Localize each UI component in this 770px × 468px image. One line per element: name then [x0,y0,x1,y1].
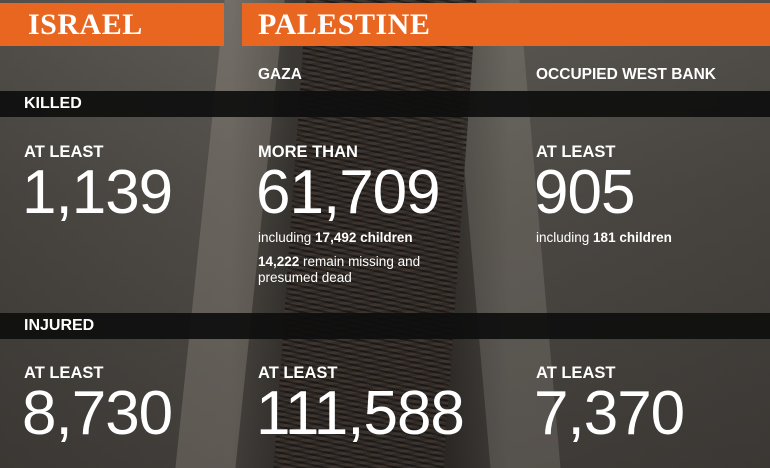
palestine-header: PALESTINE [242,3,770,46]
israel-header: ISRAEL [0,3,224,46]
gaza-missing-note: 14,222 remain missing and presumed dead [258,254,420,286]
west-bank-children-note: including 181 children [536,230,672,246]
gaza-killed-qualifier: MORE THAN [258,143,358,161]
israel-killed-value: 1,139 [22,158,173,227]
gaza-children-count: 17,492 children [315,230,413,245]
gaza-injured-qualifier: AT LEAST [258,364,338,382]
west-bank-killed-qualifier: AT LEAST [536,143,616,161]
gaza-children-note: including 17,492 children [258,230,413,246]
israel-killed-qualifier: AT LEAST [24,143,104,161]
injured-band: INJURED [0,313,770,339]
west-bank-injured-qualifier: AT LEAST [536,364,616,382]
west-bank-subheader: OCCUPIED WEST BANK [536,66,716,83]
israel-injured-qualifier: AT LEAST [24,364,104,382]
gaza-subheader: GAZA [258,66,302,83]
west-bank-injured-value: 7,370 [534,379,685,448]
killed-band: KILLED [0,91,770,117]
gaza-killed-value: 61,709 [256,158,441,227]
note-prefix: including [258,230,316,245]
gaza-missing-count: 14,222 [258,254,300,269]
israel-injured-value: 8,730 [22,379,173,448]
gaza-injured-value: 111,588 [256,379,465,448]
west-bank-killed-value: 905 [534,158,635,227]
note-prefix: including [536,230,594,245]
missing-text-2: presumed dead [258,270,352,285]
missing-text: remain missing and [299,254,421,269]
west-bank-children-count: 181 children [593,230,672,245]
